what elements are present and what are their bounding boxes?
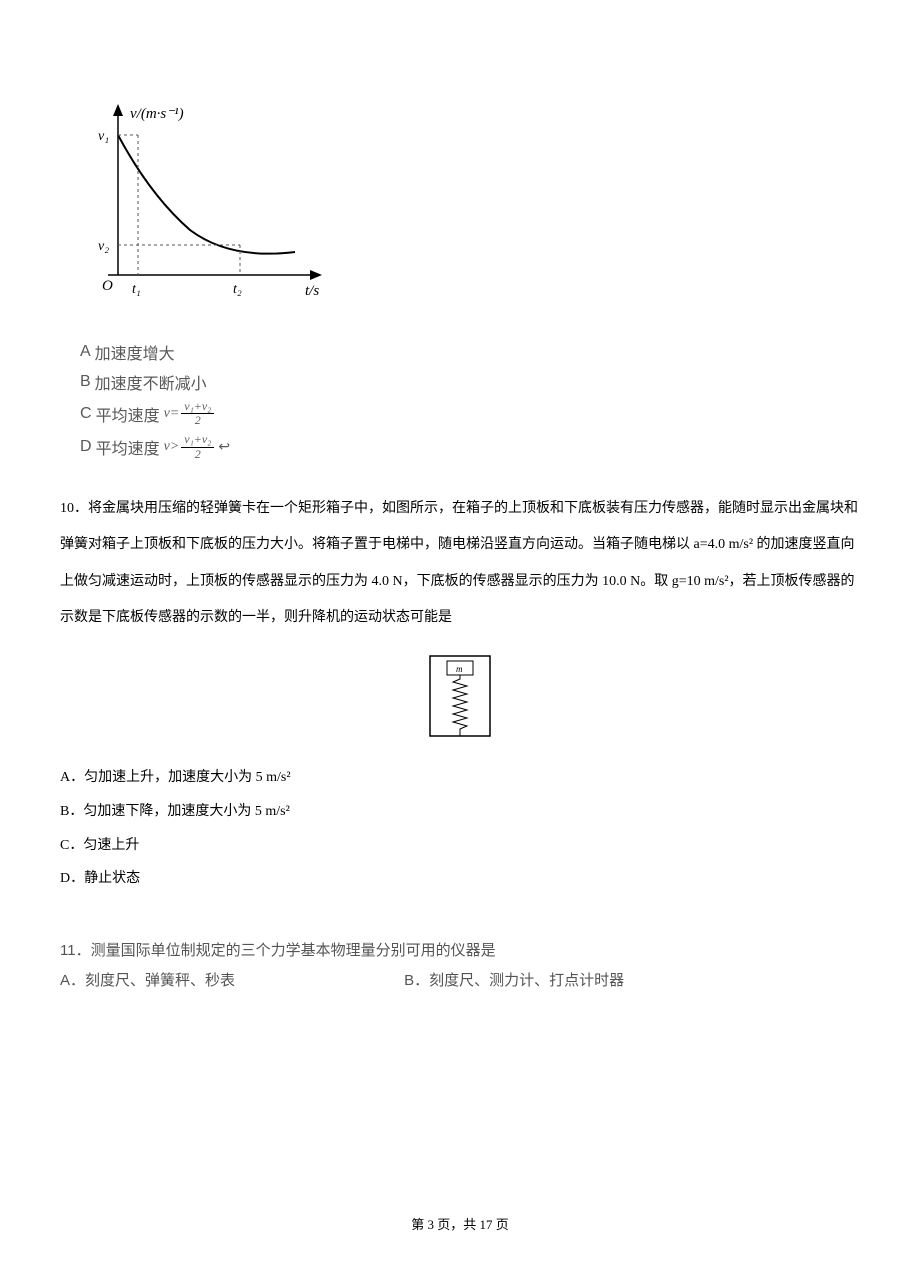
q10-text: 将金属块用压缩的轻弹簧卡在一个矩形箱子中，如图所示，在箱子的上顶板和下底板装有压… xyxy=(60,501,858,625)
tick-t2: t₂ xyxy=(233,282,242,297)
tick-t1: t₁ xyxy=(132,282,141,297)
option-a: A 加速度增大 xyxy=(80,340,860,364)
option-b-text: 加速度不断减小 xyxy=(95,370,207,394)
q10-option-b: B．匀加速下降，加速度大小为 5 m/s² xyxy=(60,795,860,829)
q10-option-c: C．匀速上升 xyxy=(60,829,860,863)
tick-v1: v₁ xyxy=(98,129,109,144)
option-d: D 平均速度 v> v₁+v₂ 2 ↩ xyxy=(80,433,860,460)
q10-option-d: D．静止状态 xyxy=(60,862,860,896)
formula-lhs: v> xyxy=(164,439,180,455)
option-c-formula: v= v₁+v₂ 2 xyxy=(164,400,217,427)
x-axis-label: t/s xyxy=(305,283,319,299)
graph-svg: v/(m·s⁻¹) t/s O v₁ v₂ t₁ t₂ xyxy=(80,100,340,320)
box-svg: m xyxy=(425,651,495,741)
formula-den: 2 xyxy=(192,414,204,427)
question-10: 10．将金属块用压缩的轻弹簧卡在一个矩形箱子中，如图所示，在箱子的上顶板和下底板… xyxy=(60,491,860,637)
q11-option-a: A．刻度尺、弹簧秤、秒表 xyxy=(60,966,400,996)
question-11: 11．测量国际单位制规定的三个力学基本物理量分别可用的仪器是 A．刻度尺、弹簧秤… xyxy=(60,936,860,996)
block-label: m xyxy=(456,664,463,674)
footer-prefix: 第 xyxy=(411,1217,427,1232)
box-spring-diagram: m xyxy=(60,651,860,746)
page-footer: 第 3 页，共 17 页 xyxy=(60,1214,860,1233)
curve xyxy=(118,135,295,254)
option-c: C 平均速度 v= v₁+v₂ 2 xyxy=(80,400,860,427)
option-d-text: 平均速度 xyxy=(96,435,160,459)
tick-v2: v₂ xyxy=(98,239,109,254)
origin-label: O xyxy=(102,278,113,294)
option-b-label: B xyxy=(80,373,91,391)
option-a-text: 加速度增大 xyxy=(95,340,175,364)
q10-option-a: A．匀加速上升，加速度大小为 5 m/s² xyxy=(60,761,860,795)
option-b: B 加速度不断减小 xyxy=(80,370,860,394)
footer-mid: 页，共 xyxy=(434,1217,480,1232)
formula-num: v₁+v₂ xyxy=(181,433,214,447)
q10-number: 10． xyxy=(60,501,88,516)
option-d-formula: v> v₁+v₂ 2 ↩ xyxy=(164,433,231,460)
formula-lhs: v= xyxy=(164,406,180,422)
y-axis-label: v/(m·s⁻¹) xyxy=(130,106,184,122)
formula-den: 2 xyxy=(192,448,204,461)
q11-option-b: B．刻度尺、测力计、打点计时器 xyxy=(404,972,624,989)
option-a-label: A xyxy=(80,343,91,361)
footer-total: 17 xyxy=(480,1217,493,1232)
footer-suffix: 页 xyxy=(493,1217,509,1232)
option-c-text: 平均速度 xyxy=(96,402,160,426)
option-c-label: C xyxy=(80,405,92,423)
q11-text: 测量国际单位制规定的三个力学基本物理量分别可用的仪器是 xyxy=(91,942,496,959)
velocity-time-graph: v/(m·s⁻¹) t/s O v₁ v₂ t₁ t₂ xyxy=(80,100,860,325)
option-d-label: D xyxy=(80,438,92,456)
q10-options: A．匀加速上升，加速度大小为 5 m/s² B．匀加速下降，加速度大小为 5 m… xyxy=(60,761,860,895)
formula-num: v₁+v₂ xyxy=(181,400,214,414)
q11-number: 11． xyxy=(60,942,91,959)
